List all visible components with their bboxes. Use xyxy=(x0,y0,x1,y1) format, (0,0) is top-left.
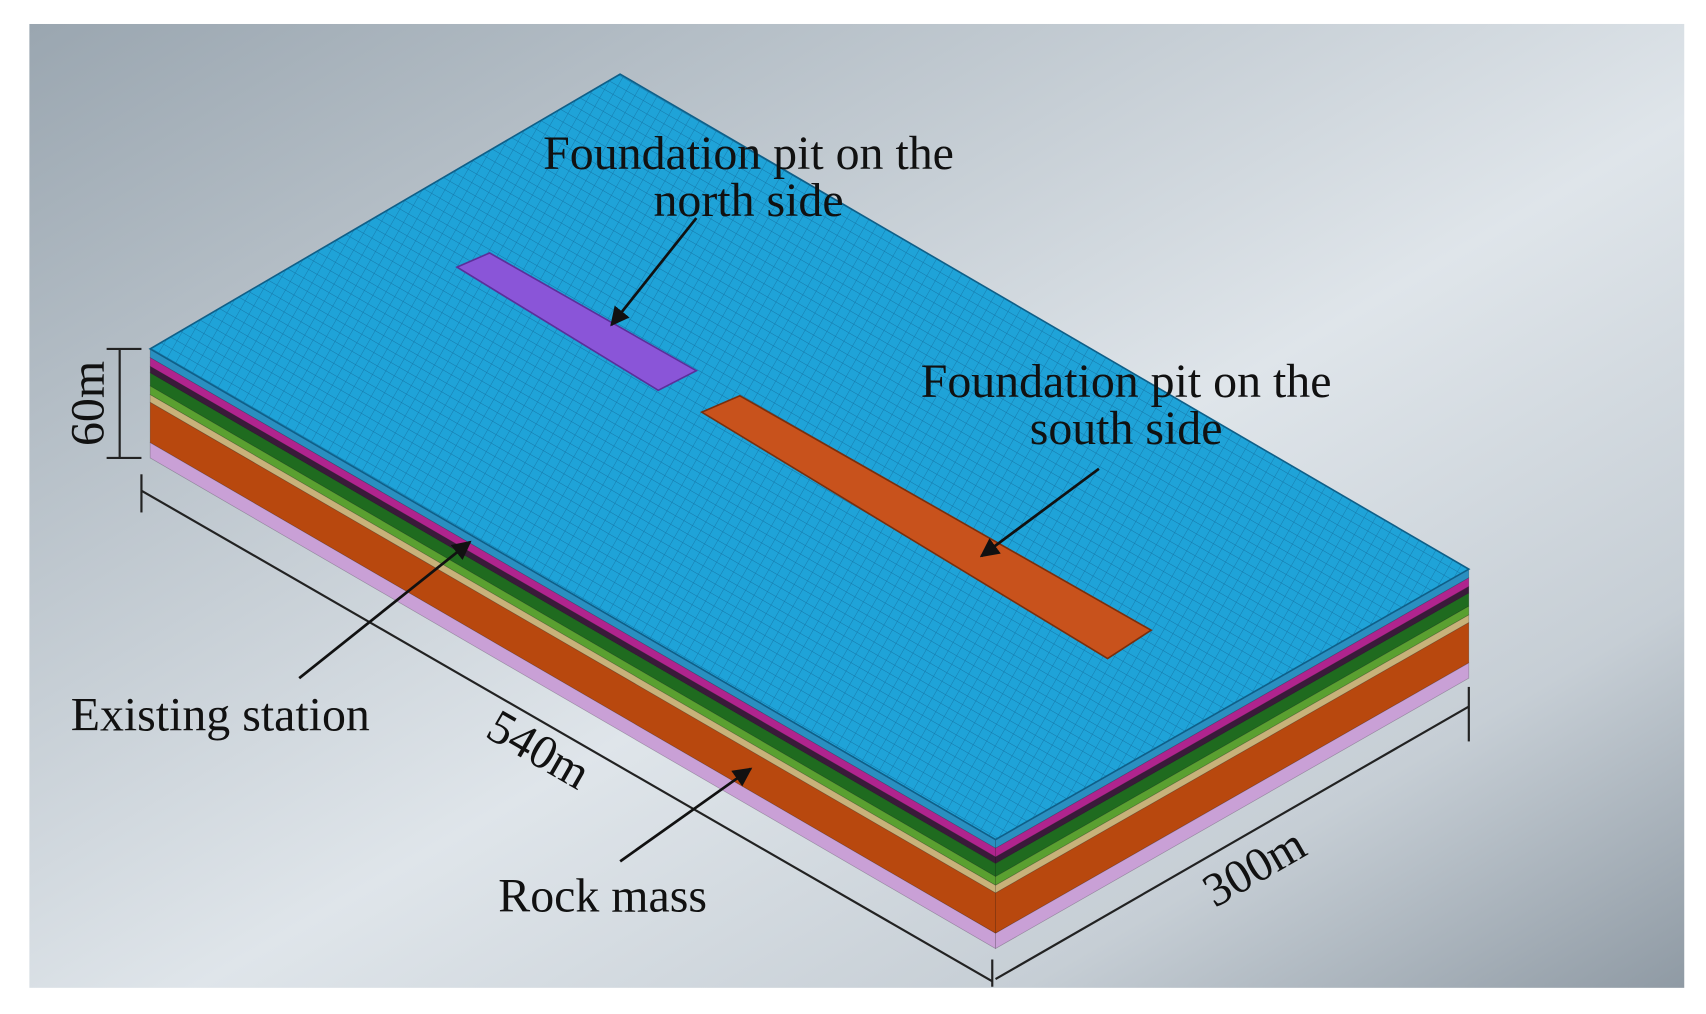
soil-layer xyxy=(995,662,1470,950)
south-pit xyxy=(699,394,1153,660)
dimension-label: 60m xyxy=(61,361,114,446)
arrow xyxy=(979,467,1100,558)
arrow xyxy=(610,217,698,327)
label: Existing station xyxy=(71,688,370,741)
soil-layers xyxy=(149,348,1470,950)
arrow xyxy=(298,540,472,680)
north-pit xyxy=(455,252,699,392)
arrow xyxy=(619,767,753,863)
dimension-lines xyxy=(106,347,1470,987)
label: Foundation pit on the xyxy=(921,355,1332,408)
label: Foundation pit on the xyxy=(543,127,954,180)
label: Rock mass xyxy=(498,869,707,922)
label: south side xyxy=(1030,402,1223,455)
label: north side xyxy=(654,174,844,227)
